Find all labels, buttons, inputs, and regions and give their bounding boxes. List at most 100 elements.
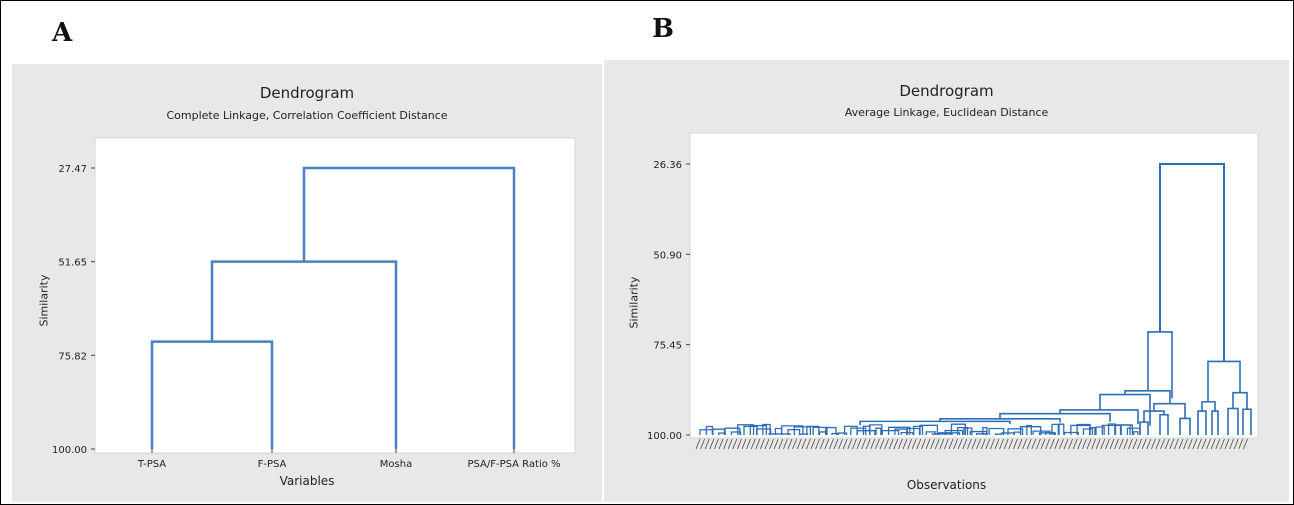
chart-b-minor-link (913, 425, 924, 435)
chart-b-leaf-tick (1114, 438, 1119, 450)
chart-b-leaf-tick (1238, 438, 1244, 450)
chart-b-minor-link (1095, 426, 1105, 435)
chart-a-link-2 (210, 260, 398, 449)
chart-b-right-branch (1207, 360, 1241, 402)
chart-b-leaf-tick (948, 438, 954, 450)
chart-b-leaf-tick (806, 438, 811, 450)
chart-b-leaf-tick (810, 438, 816, 450)
chart-b-leaf-tick (787, 438, 793, 450)
chart-b-leaf-tick (723, 438, 728, 450)
chart-b-leaf-tick (990, 438, 995, 450)
chart-b-leaf-tick (1013, 438, 1018, 450)
chart-b-leaf-tick (1068, 438, 1073, 450)
chart-b-rc-2 (1159, 413, 1169, 435)
chart-b-leaf-tick (1201, 438, 1207, 450)
chart-b-leaf-tick (999, 438, 1004, 450)
chart-b-leaf-tick (930, 438, 935, 450)
chart-b-minor-link (944, 429, 964, 435)
chart-b-leaf-tick (773, 438, 779, 450)
chart-b-leaf-tick (764, 438, 770, 450)
chart-b-minor-link (1120, 424, 1134, 435)
chart-b-leaf-tick (783, 438, 788, 450)
chart-b-leaf-tick (967, 438, 972, 450)
chart-b-minor-link (799, 433, 809, 435)
chart-b-minor-link (837, 432, 848, 435)
chart-b-leaf-tick (1132, 438, 1138, 450)
chart-b-minor-link (730, 431, 742, 435)
chart-b-leaf-tick (1036, 438, 1041, 450)
chart-b-leaf-tick (925, 438, 931, 450)
chart-b-minor-link (869, 424, 883, 435)
chart-b-ytick-label: 75.45 (653, 341, 682, 352)
chart-b-leaf-tick (921, 438, 926, 450)
chart-b-minor-link (1051, 423, 1060, 435)
chart-b-minor-link (856, 430, 876, 435)
chart-b-leaf-tick (1026, 438, 1032, 450)
chart-b-leaf-tick (852, 438, 857, 450)
chart-b-leaf-tick (1183, 438, 1188, 450)
panel-a-letter: A (52, 18, 73, 48)
chart-b-leaf-tick (704, 438, 710, 450)
chart-a-leaf-label: PSA/F-PSA Ratio % (467, 459, 560, 470)
chart-b-minor-link (919, 424, 939, 435)
chart-b-minor-link (831, 432, 839, 435)
chart-b-minor-link (781, 425, 804, 435)
chart-b-leaf-tick (838, 438, 843, 450)
chart-a-ytick-label: 27.47 (58, 164, 87, 175)
chart-b-fr-2 (1211, 410, 1219, 435)
chart-b-leaf-tick (879, 438, 885, 450)
chart-b-minor-link (768, 433, 791, 435)
chart-b-leaf-tick (727, 438, 733, 450)
chart-b-leaf-tick (1063, 438, 1069, 450)
chart-b-leaf-tick (1128, 438, 1133, 450)
chart-b-leaf-tick (778, 438, 784, 450)
chart-b-leaf-tick (1233, 438, 1239, 450)
chart-b-leaf-tick (842, 438, 848, 450)
chart-b-minor-link (938, 432, 961, 435)
chart-b-leaf-tick (898, 438, 903, 450)
chart-b-leaf-tick (962, 438, 968, 450)
chart-b-leaf-tick (1031, 438, 1037, 450)
chart-b-minor-link (718, 432, 725, 435)
chart-b-leaf-tick (1077, 438, 1083, 450)
chart-b-leaf-tick (1164, 438, 1170, 450)
chart-a-link-3 (302, 166, 516, 449)
chart-b-leaf-tick (1192, 438, 1198, 450)
chart-b-leaf-tick (861, 438, 866, 450)
chart-b-minor-link (737, 424, 755, 435)
chart-b-leaf-tick (971, 438, 977, 450)
chart-b-leaf-tick (750, 438, 756, 450)
chart-b-leaf-tick (1243, 438, 1248, 450)
chart-b-minor-link (1082, 428, 1094, 435)
chart-b-leaf-tick (1008, 438, 1014, 450)
chart-b-minor-link (982, 427, 988, 435)
chart-a-leaf-label: F-PSA (258, 459, 287, 470)
chart-b-leaf-tick (994, 438, 1000, 450)
chart-a-title: Dendrogram (259, 84, 355, 102)
chart-b-leaf-tick (714, 438, 719, 450)
chart-b-minor-link (806, 425, 820, 435)
chart-b-leaf-tick (1022, 438, 1027, 450)
chart-b-minor-link (950, 423, 967, 435)
chart-b-minor-link (1026, 424, 1032, 435)
chart-b-leaf-tick (1054, 438, 1060, 450)
chart-b-minor-link (793, 426, 812, 435)
chart-b-leaf-tick (884, 438, 889, 450)
chart-b-subtitle: Average Linkage, Euclidean Distance (844, 106, 1049, 119)
chart-b-leaf-tick (953, 438, 958, 450)
chart-b-leaf-tick (792, 438, 797, 450)
chart-b-leaf-tick (796, 438, 802, 450)
chart-b-leaf-tick (833, 438, 839, 450)
chart-b-leaf-tick (1215, 438, 1221, 450)
chart-b-minor-link (1133, 431, 1139, 435)
chart-b-rc-1 (1139, 421, 1149, 435)
chart-b-leaf-tick (700, 438, 705, 450)
chart-b-leaf-tick (888, 438, 894, 450)
chart-b-leaf-tick (1059, 438, 1064, 450)
chart-b-leaf-tick (847, 438, 853, 450)
chart-b-fr-4 (1242, 408, 1252, 435)
chart-b-leaf-tick (1003, 438, 1009, 450)
chart-b-leaf-tick (856, 438, 862, 450)
chart-b-leaf-tick (934, 438, 940, 450)
